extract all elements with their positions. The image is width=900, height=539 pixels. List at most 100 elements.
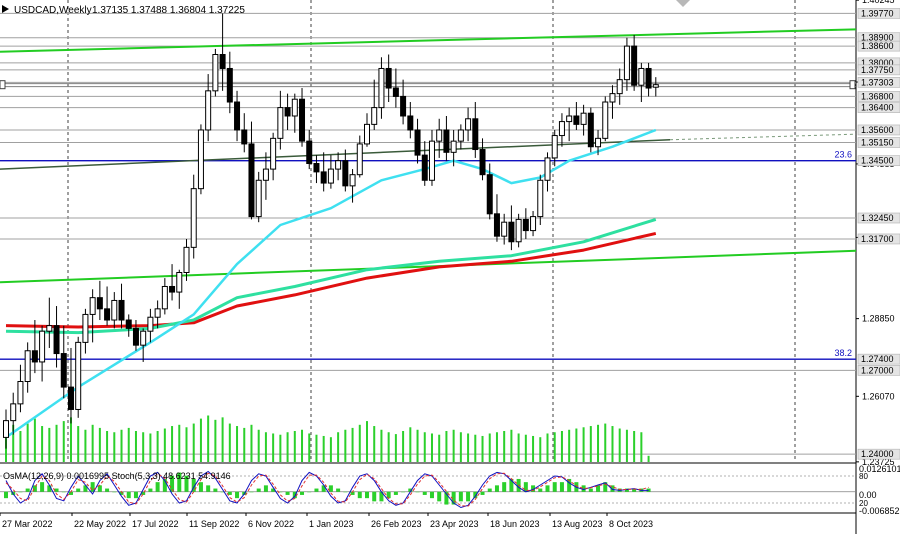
- osma-bar: [343, 491, 348, 493]
- volume-bar: [423, 432, 426, 462]
- candle-body: [241, 129, 248, 145]
- candle: [544, 152, 551, 192]
- candle: [60, 325, 67, 399]
- candle-body: [284, 107, 291, 117]
- candles-layer: [3, 13, 659, 449]
- osma-bar: [386, 491, 391, 499]
- osma-bar: [119, 491, 124, 495]
- volume-bar: [582, 427, 585, 462]
- candle: [46, 297, 53, 348]
- candle: [501, 213, 508, 245]
- osma-bar: [105, 488, 110, 492]
- candle: [205, 74, 212, 142]
- candle: [573, 102, 580, 130]
- candle: [443, 115, 450, 161]
- volume-bar: [402, 431, 405, 462]
- candle-body: [161, 285, 168, 310]
- candle: [602, 96, 609, 142]
- candle: [623, 37, 630, 91]
- volume-bar: [91, 424, 94, 462]
- osma-bar: [408, 488, 413, 492]
- candle: [169, 264, 176, 301]
- volume-bar: [387, 432, 390, 462]
- candle-body: [385, 67, 392, 89]
- candle: [154, 300, 161, 329]
- osma-bar: [379, 491, 384, 502]
- level-label-box: [857, 124, 900, 136]
- candle-body: [508, 221, 515, 243]
- volume-bar: [264, 432, 267, 462]
- candle: [479, 138, 486, 181]
- volume-bar: [250, 424, 253, 462]
- volume-bar: [185, 427, 188, 462]
- volume-bar: [149, 433, 152, 462]
- osma-bar: [357, 491, 362, 499]
- candle-body: [566, 115, 573, 123]
- scroll-marker-icon[interactable]: [676, 0, 690, 7]
- candle-body: [327, 168, 334, 184]
- chart-menu-icon[interactable]: [2, 5, 9, 13]
- volume-bar: [293, 431, 296, 462]
- volume-bar: [546, 433, 549, 462]
- volume-bar: [257, 429, 260, 462]
- candle-body: [96, 297, 103, 310]
- osma-bar: [581, 485, 586, 492]
- time-axis: 27 Mar 2022 22 May 2022 17 Jul 2022 11 Sep …: [0, 513, 653, 529]
- osma-bar: [559, 482, 564, 492]
- candle-body: [609, 93, 616, 103]
- osma-bar: [509, 478, 514, 492]
- volume-bar: [380, 429, 383, 462]
- right-price-marker-icon: [849, 80, 856, 90]
- level-label-box: [857, 353, 900, 365]
- candle-body: [638, 67, 645, 86]
- candle-body: [176, 272, 183, 293]
- candle: [616, 68, 623, 105]
- osma-bar: [523, 482, 528, 492]
- osma-bar: [292, 491, 297, 499]
- volume-bar: [207, 415, 210, 462]
- volume-bar: [329, 437, 332, 462]
- volume-bar: [163, 428, 166, 462]
- candle-body: [205, 90, 212, 131]
- candle-body: [212, 54, 219, 92]
- candle-body: [479, 149, 486, 176]
- volume-bar: [236, 426, 239, 462]
- candle-body: [3, 420, 9, 438]
- candle: [385, 54, 392, 103]
- volume-bar: [315, 434, 318, 462]
- osma-bar: [350, 491, 355, 495]
- candle: [508, 205, 515, 251]
- volume-bar: [279, 434, 282, 462]
- level-label: 1.27000: [861, 365, 894, 375]
- level-label-box: [857, 448, 900, 460]
- osma-bar: [444, 491, 449, 505]
- candle: [421, 141, 428, 186]
- candle: [631, 34, 638, 91]
- candle-body: [443, 129, 450, 153]
- volume-bar: [308, 433, 311, 462]
- volume-bar: [84, 429, 87, 462]
- osma-bar: [220, 491, 225, 493]
- osma-bar: [206, 485, 211, 492]
- osma-bar: [32, 485, 37, 492]
- osma-bar: [47, 485, 52, 492]
- candle: [176, 269, 183, 309]
- osma-bar: [278, 491, 283, 493]
- candle-body: [551, 135, 558, 159]
- volume-bar: [113, 432, 116, 462]
- volume-bar: [41, 426, 44, 462]
- osc-tick-label: 0.0126101: [859, 464, 900, 474]
- candle: [31, 320, 38, 374]
- level-label: 1.34500: [861, 156, 894, 166]
- osma-bar: [256, 488, 261, 492]
- volume-bar: [604, 423, 607, 462]
- level-label-box: [857, 102, 900, 113]
- osma-bar: [603, 482, 608, 492]
- candle-body: [616, 79, 623, 95]
- time-tick-label: 6 Nov 2022: [248, 519, 294, 529]
- candle-body: [89, 297, 96, 315]
- candle-body: [299, 98, 306, 142]
- channel-lower-line: [0, 249, 857, 284]
- candle-body: [407, 115, 414, 131]
